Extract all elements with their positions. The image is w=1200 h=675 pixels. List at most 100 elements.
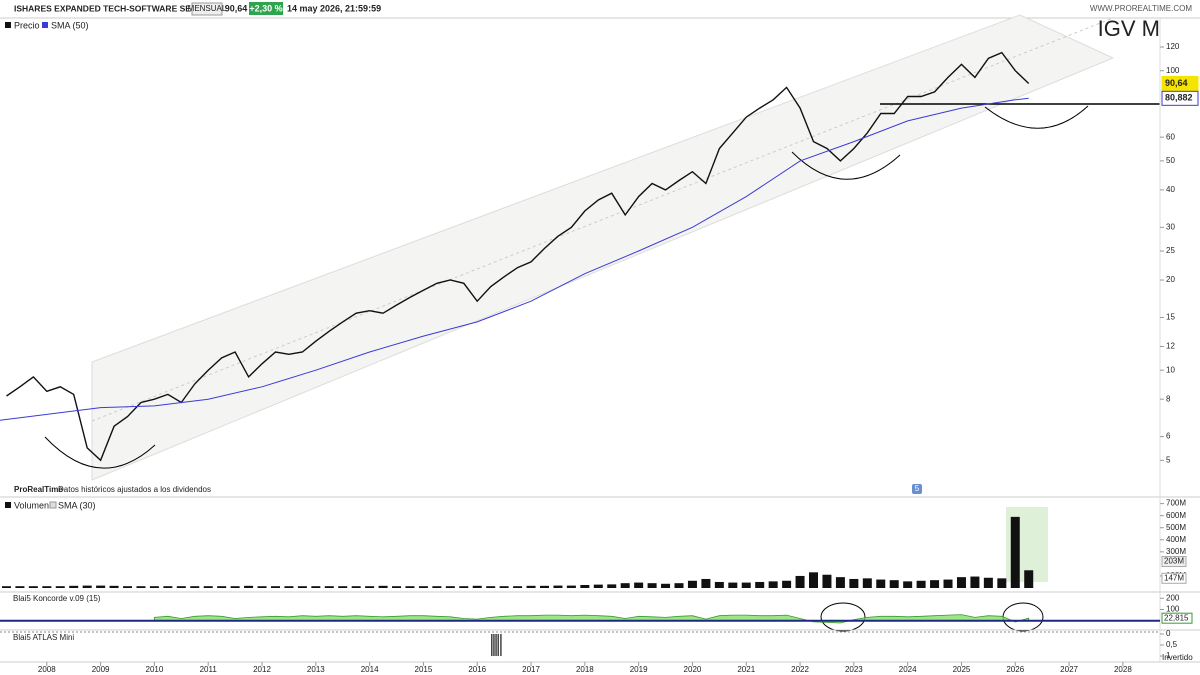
bar	[809, 572, 819, 588]
bar	[714, 581, 724, 588]
bar	[634, 582, 644, 588]
bar	[593, 584, 603, 588]
x-tick-label: 2008	[38, 665, 56, 674]
bar	[203, 586, 213, 588]
bar	[687, 580, 697, 588]
bar	[123, 586, 133, 588]
bar	[284, 586, 294, 588]
scale-label: Invertido	[1162, 653, 1193, 662]
bar	[311, 586, 321, 588]
y-tick-label: 12	[1166, 342, 1175, 351]
x-tick-label: 2014	[361, 665, 379, 674]
bar	[495, 633, 497, 657]
bar	[486, 586, 496, 588]
change-box	[249, 2, 283, 15]
bar	[983, 577, 993, 588]
datetime: 14 may 2026, 21:59:59	[287, 3, 381, 13]
bar	[553, 585, 563, 588]
y-tick-label: 0	[1166, 629, 1171, 638]
bar	[768, 581, 778, 588]
instrument-title: ISHARES EXPANDED TECH-SOFTWARE SECTOR E	[14, 3, 223, 13]
x-tick-label: 2019	[630, 665, 648, 674]
y-tick-label: 0,5	[1166, 640, 1178, 649]
bar	[943, 579, 953, 588]
x-tick-label: 2025	[953, 665, 971, 674]
bar	[270, 586, 280, 588]
legend-entry: Precio	[14, 20, 40, 30]
x-tick-label: 2010	[146, 665, 164, 674]
bar	[728, 582, 738, 588]
channel-midline	[91, 17, 1114, 422]
bar	[28, 586, 38, 588]
symbol: IGV M	[1098, 16, 1160, 41]
bar	[190, 586, 200, 588]
value-label-box	[1161, 612, 1193, 624]
bar	[741, 582, 751, 588]
bar	[701, 578, 711, 588]
legend-swatch	[49, 501, 57, 509]
x-tick-label: 2017	[522, 665, 540, 674]
bar	[432, 586, 442, 588]
y-tick-label: 15	[1166, 313, 1175, 322]
price-label: 90,64	[1165, 78, 1188, 88]
bar	[351, 586, 361, 588]
bar	[997, 578, 1007, 588]
x-tick-label: 2024	[899, 665, 917, 674]
bar	[230, 586, 240, 588]
bar	[365, 586, 375, 588]
trend-channel	[91, 14, 1115, 481]
bar	[55, 586, 65, 588]
price-label: 80,882	[1165, 93, 1193, 103]
bar	[580, 584, 590, 588]
x-tick-label: 2009	[92, 665, 110, 674]
bar	[15, 586, 25, 588]
bar	[109, 585, 119, 588]
bar	[491, 633, 493, 657]
bar	[378, 585, 388, 588]
bar	[497, 633, 499, 657]
bar	[822, 574, 832, 588]
interval-box	[191, 2, 223, 16]
x-tick-label: 2021	[737, 665, 755, 674]
site: WWW.PROREALTIME.COM	[1090, 4, 1192, 13]
bar	[566, 585, 576, 588]
y-tick-label: 200	[1166, 593, 1180, 602]
bar	[1, 586, 11, 588]
x-tick-label: 2018	[576, 665, 594, 674]
bar	[257, 586, 267, 588]
event-marker	[912, 484, 922, 494]
y-tick-label: 300M	[1166, 547, 1186, 556]
y-tick-label: 60	[1166, 132, 1175, 141]
value-label-box	[1161, 556, 1187, 568]
bar	[176, 586, 186, 588]
bar	[149, 586, 159, 588]
x-tick-label: 2020	[684, 665, 702, 674]
x-tick-label: 2022	[791, 665, 809, 674]
bar	[445, 586, 455, 588]
bar	[472, 585, 482, 588]
price-label-box	[1161, 90, 1199, 106]
bar	[69, 585, 79, 588]
event-marker-label: 5	[915, 484, 920, 493]
bar	[849, 578, 859, 588]
x-tick-label: 2026	[1006, 665, 1024, 674]
x-tick-label: 2013	[307, 665, 325, 674]
y-tick-label: 40	[1166, 185, 1175, 194]
bar	[42, 586, 52, 588]
bar	[526, 585, 536, 588]
bar	[136, 586, 146, 588]
bar	[297, 586, 307, 588]
bar	[970, 576, 980, 588]
bar	[889, 580, 899, 588]
arc	[44, 436, 156, 469]
bar	[620, 583, 630, 588]
panel-title: Blai5 Koncorde v.09 (15)	[13, 594, 101, 603]
bar	[647, 583, 657, 588]
bar	[782, 580, 792, 588]
note: Datos históricos ajustados a los dividen…	[58, 485, 211, 494]
y-tick-label: 1	[1166, 651, 1171, 660]
y-tick-label: 400M	[1166, 535, 1186, 544]
bar	[500, 633, 502, 657]
x-tick-label: 2023	[845, 665, 863, 674]
